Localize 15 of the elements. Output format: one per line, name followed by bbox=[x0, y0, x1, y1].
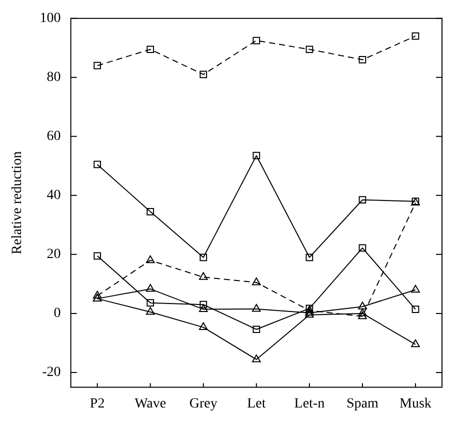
y-tick-label: 60 bbox=[46, 129, 61, 144]
y-tick-label: 20 bbox=[46, 247, 61, 262]
x-tick-label: Musk bbox=[400, 396, 432, 412]
x-tick-label: Grey bbox=[189, 396, 218, 412]
y-tick-label: 80 bbox=[46, 70, 61, 86]
x-tick-label: Let bbox=[247, 396, 266, 412]
y-tick-label: -20 bbox=[42, 365, 61, 380]
x-tick-label: Wave bbox=[134, 396, 166, 412]
x-tick-label: Spam bbox=[346, 396, 379, 412]
x-tick-label: Let-n bbox=[294, 396, 325, 412]
y-tick-label: 40 bbox=[46, 188, 61, 204]
y-tick-label: 100 bbox=[40, 11, 61, 26]
y-tick-label: 0 bbox=[54, 306, 61, 322]
x-tick-label: P2 bbox=[90, 396, 105, 412]
y-axis-title: Relative reduction bbox=[10, 151, 26, 254]
